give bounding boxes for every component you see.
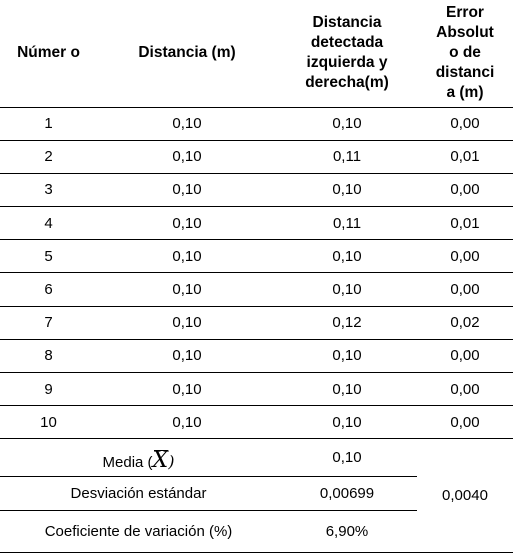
cell-detectada: 0,10 (277, 272, 417, 307)
summary-desviacion-row: Desviación estándar 0,00699 (0, 476, 513, 512)
table-row: 3 0,10 0,10 0,00 (0, 173, 513, 208)
coef-value: 6,90% (277, 510, 417, 554)
cell-detectada: 0,12 (277, 306, 417, 340)
cell-distancia: 0,10 (97, 306, 277, 340)
cell-numero: 1 (0, 107, 97, 141)
media-label-text: Media ( (102, 454, 153, 472)
table-row: 8 0,10 0,10 0,00 (0, 339, 513, 374)
cell-error: 0,01 (417, 140, 513, 174)
header-numero: Númer o (0, 0, 97, 108)
cell-detectada: 0,10 (277, 107, 417, 141)
cell-distancia: 0,10 (97, 206, 277, 241)
cell-error: 0,00 (417, 405, 513, 440)
cell-numero: 8 (0, 339, 97, 374)
cell-detectada: 0,10 (277, 405, 417, 440)
cell-error: 0,00 (417, 372, 513, 407)
table-row: 9 0,10 0,10 0,00 (0, 372, 513, 407)
header-error-text: Error Absolut o de distanci a (m) (435, 4, 495, 102)
cell-error: 0,00 (417, 239, 513, 274)
cell-distancia: 0,10 (97, 107, 277, 141)
cell-distancia: 0,10 (97, 372, 277, 407)
media-close-paren: ) (168, 452, 175, 472)
cell-distancia: 0,10 (97, 272, 277, 307)
desviacion-label: Desviación estándar (0, 476, 277, 512)
cell-error: 0,02 (417, 306, 513, 340)
cell-error: 0,00 (417, 173, 513, 208)
x-bar-symbol: X (152, 448, 169, 474)
cell-detectada: 0,11 (277, 206, 417, 241)
summary-coef-row: Coeficiente de variación (%) 6,90% (0, 510, 513, 554)
cell-numero: 9 (0, 372, 97, 407)
header-detectada-text: Distancia detectada izquierda y derecha(… (305, 14, 389, 92)
table-row: 2 0,10 0,11 0,01 (0, 140, 513, 174)
table-row: 5 0,10 0,10 0,00 (0, 239, 513, 274)
header-numero-text: Númer o (17, 44, 80, 62)
coef-label: Coeficiente de variación (%) (44, 523, 233, 541)
cell-detectada: 0,10 (277, 339, 417, 374)
cell-numero: 4 (0, 206, 97, 241)
cell-numero: 10 (0, 405, 97, 440)
media-value: 0,10 (277, 438, 417, 478)
desviacion-value: 0,00699 (277, 476, 417, 512)
cell-error: 0,00 (417, 339, 513, 374)
cell-distancia: 0,10 (97, 339, 277, 374)
cell-numero: 3 (0, 173, 97, 208)
coef-label-cell: Coeficiente de variación (%) (0, 510, 277, 554)
cell-numero: 2 (0, 140, 97, 174)
table-row: 10 0,10 0,10 0,00 (0, 405, 513, 440)
table-row: 7 0,10 0,12 0,02 (0, 306, 513, 340)
cell-detectada: 0,10 (277, 372, 417, 407)
media-label-cell: Media (X) (0, 439, 277, 477)
header-row: Númer o Distancia (m) Distancia detectad… (0, 0, 513, 108)
cell-distancia: 0,10 (97, 173, 277, 208)
header-distancia: Distancia (m) (97, 0, 277, 108)
table-row: 6 0,10 0,10 0,00 (0, 272, 513, 307)
cell-error: 0,01 (417, 206, 513, 241)
cell-distancia: 0,10 (97, 405, 277, 440)
cell-error: 0,00 (417, 107, 513, 141)
media-label: Media (X) (103, 448, 175, 473)
cell-numero: 5 (0, 239, 97, 274)
cell-distancia: 0,10 (97, 140, 277, 174)
cell-numero: 7 (0, 306, 97, 340)
cell-detectada: 0,10 (277, 239, 417, 274)
header-error: Error Absolut o de distanci a (m) (417, 0, 513, 108)
error-summary-value: 0,0040 (417, 438, 513, 554)
summary-media-row: Media (X) 0,10 0,0040 (0, 438, 513, 554)
cell-distancia: 0,10 (97, 239, 277, 274)
cell-detectada: 0,11 (277, 140, 417, 174)
table-row: 1 0,10 0,10 0,00 (0, 107, 513, 141)
header-detectada: Distancia detectada izquierda y derecha(… (277, 0, 417, 108)
cell-numero: 6 (0, 272, 97, 307)
cell-error: 0,00 (417, 272, 513, 307)
cell-detectada: 0,10 (277, 173, 417, 208)
table-row: 4 0,10 0,11 0,01 (0, 206, 513, 241)
